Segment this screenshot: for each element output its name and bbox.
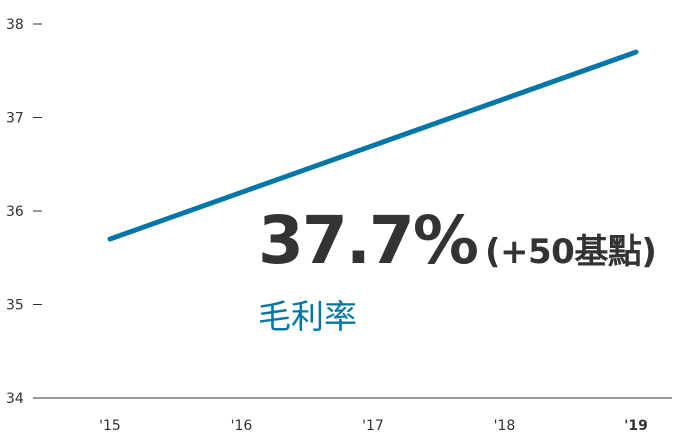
y-tick-label: 35 (6, 298, 24, 314)
headline: 37.7% (+50基點) (258, 208, 657, 274)
x-tick-label: '15 (99, 418, 121, 432)
x-tick-label: '17 (362, 418, 384, 432)
y-tick-label: 38 (6, 17, 24, 33)
x-tick-label: '16 (231, 418, 253, 432)
y-tick-label: 37 (6, 111, 24, 127)
series-group (107, 49, 639, 242)
series-line (107, 49, 639, 242)
y-tick-label: 36 (6, 204, 24, 220)
headline-value: 37.7% (258, 202, 479, 279)
y-axis: 34 35 36 37 38 (6, 17, 42, 407)
metric-label: 毛利率 (258, 297, 357, 336)
x-tick-label: '18 (494, 418, 516, 432)
headline-change: (+50基點) (484, 232, 657, 272)
y-tick-label: 34 (6, 391, 24, 407)
x-tick-label: '19 (624, 418, 648, 432)
x-axis: '15 '16 '17 '18 '19 (42, 397, 672, 432)
